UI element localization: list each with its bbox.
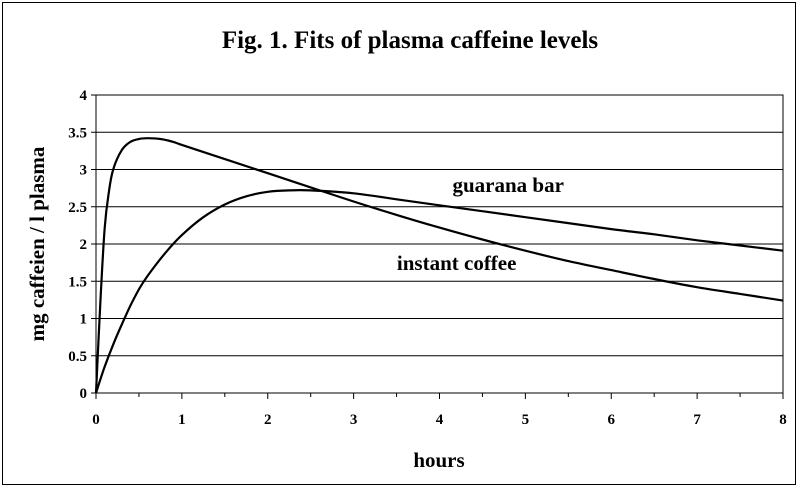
- y-axis-title: mg caffeien / l plasma: [25, 146, 49, 341]
- x-axis-title: hours: [413, 448, 464, 472]
- annotations: guarana bar instant coffee: [397, 173, 564, 275]
- chart-title: Fig. 1. Fits of plasma caffeine levels: [222, 27, 599, 54]
- x-tick-label: 8: [779, 412, 787, 428]
- series-line-guarana-bar: [94, 189, 784, 394]
- y-tick-label: 0.5: [68, 349, 87, 365]
- y-tick-label: 3.5: [68, 125, 87, 141]
- series-line-instant-coffee: [94, 137, 784, 394]
- x-tick-label: 1: [178, 412, 186, 428]
- y-tick-label: 1: [80, 312, 88, 328]
- x-tick-label: 3: [350, 412, 358, 428]
- gridlines: [96, 94, 783, 357]
- y-tick-label: 2.5: [68, 200, 87, 216]
- x-tick-label: 7: [693, 412, 701, 428]
- y-tick-label: 2: [80, 237, 88, 253]
- x-tick-label: 0: [92, 412, 100, 428]
- y-tick-label: 0: [80, 386, 88, 402]
- curve-label: instant coffee: [397, 251, 517, 275]
- x-tick-label: 2: [264, 412, 272, 428]
- series-group: [94, 137, 784, 394]
- y-tick-label: 3: [80, 163, 88, 179]
- x-tick-label: 5: [522, 412, 530, 428]
- x-tick-label: 6: [608, 412, 616, 428]
- curve-label: guarana bar: [452, 173, 563, 197]
- x-tick-label: 4: [436, 412, 444, 428]
- y-tick-label: 1.5: [68, 274, 87, 290]
- y-tick-label: 4: [80, 88, 88, 104]
- axes: 0 0.5 1 1.5 2 2.5 3 3.5 4 0 1 2 3 4 5 6 7 8: [68, 88, 787, 428]
